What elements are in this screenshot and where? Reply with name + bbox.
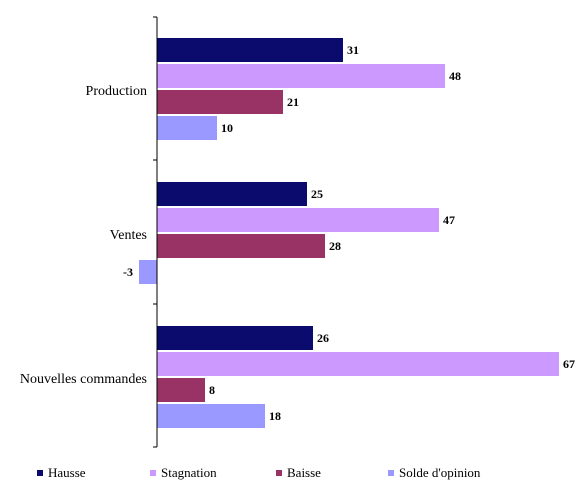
legend-swatch-baisse (276, 470, 282, 476)
legend-label-baisse: Baisse (287, 465, 321, 480)
bar-nouvelles-commandes-hausse (157, 326, 313, 350)
bars-layer (139, 38, 559, 428)
bar-production-hausse (157, 38, 343, 62)
bar-production-solde-d-opinion (157, 116, 217, 140)
bar-nouvelles-commandes-solde-d-opinion (157, 404, 265, 428)
value-label-production-stagnation: 48 (449, 69, 461, 83)
category-labels-layer: Production Ventes Nouvelles commandes (20, 84, 147, 387)
bar-nouvelles-commandes-stagnation (157, 352, 559, 376)
value-label-ventes-baisse: 28 (329, 239, 341, 253)
value-label-production-solde-d-opinion: 10 (221, 121, 233, 135)
chart-legend: Hausse Stagnation Baisse Solde d'opinion (0, 465, 579, 483)
value-label-production-baisse: 21 (287, 95, 299, 109)
value-label-nouvelles-commandes-baisse: 8 (209, 383, 215, 397)
legend-item-hausse: Hausse (37, 465, 86, 481)
bar-production-baisse (157, 90, 283, 114)
category-axis (153, 16, 158, 448)
value-label-nouvelles-commandes-hausse: 26 (317, 331, 329, 345)
value-label-nouvelles-commandes-stagnation: 67 (563, 357, 575, 371)
legend-swatch-hausse (37, 470, 43, 476)
category-label-ventes: Ventes (110, 228, 147, 243)
category-label-nouvelles-commandes: Nouvelles commandes (20, 372, 147, 387)
bar-ventes-hausse (157, 182, 307, 206)
bar-ventes-solde-d-opinion (139, 260, 157, 284)
legend-item-baisse: Baisse (276, 465, 321, 481)
legend-swatch-solde-d-opinion (388, 470, 394, 476)
legend-label-solde-d-opinion: Solde d'opinion (399, 465, 481, 480)
legend-label-hausse: Hausse (48, 465, 86, 480)
category-label-production: Production (86, 84, 147, 99)
legend-item-stagnation: Stagnation (150, 465, 217, 481)
value-label-ventes-solde-d-opinion: -3 (123, 265, 133, 279)
value-label-nouvelles-commandes-solde-d-opinion: 18 (269, 409, 281, 423)
value-label-ventes-hausse: 25 (311, 187, 323, 201)
legend-item-solde-d-opinion: Solde d'opinion (388, 465, 480, 481)
value-label-production-hausse: 31 (347, 43, 359, 57)
bar-nouvelles-commandes-baisse (157, 378, 205, 402)
bar-ventes-stagnation (157, 208, 439, 232)
legend-label-stagnation: Stagnation (161, 465, 217, 480)
value-labels-layer: 31 48 21 10 25 47 28 -3 26 67 8 18 (123, 43, 575, 423)
value-label-ventes-stagnation: 47 (443, 213, 455, 227)
bar-ventes-baisse (157, 234, 325, 258)
legend-swatch-stagnation (150, 470, 156, 476)
bar-production-stagnation (157, 64, 445, 88)
